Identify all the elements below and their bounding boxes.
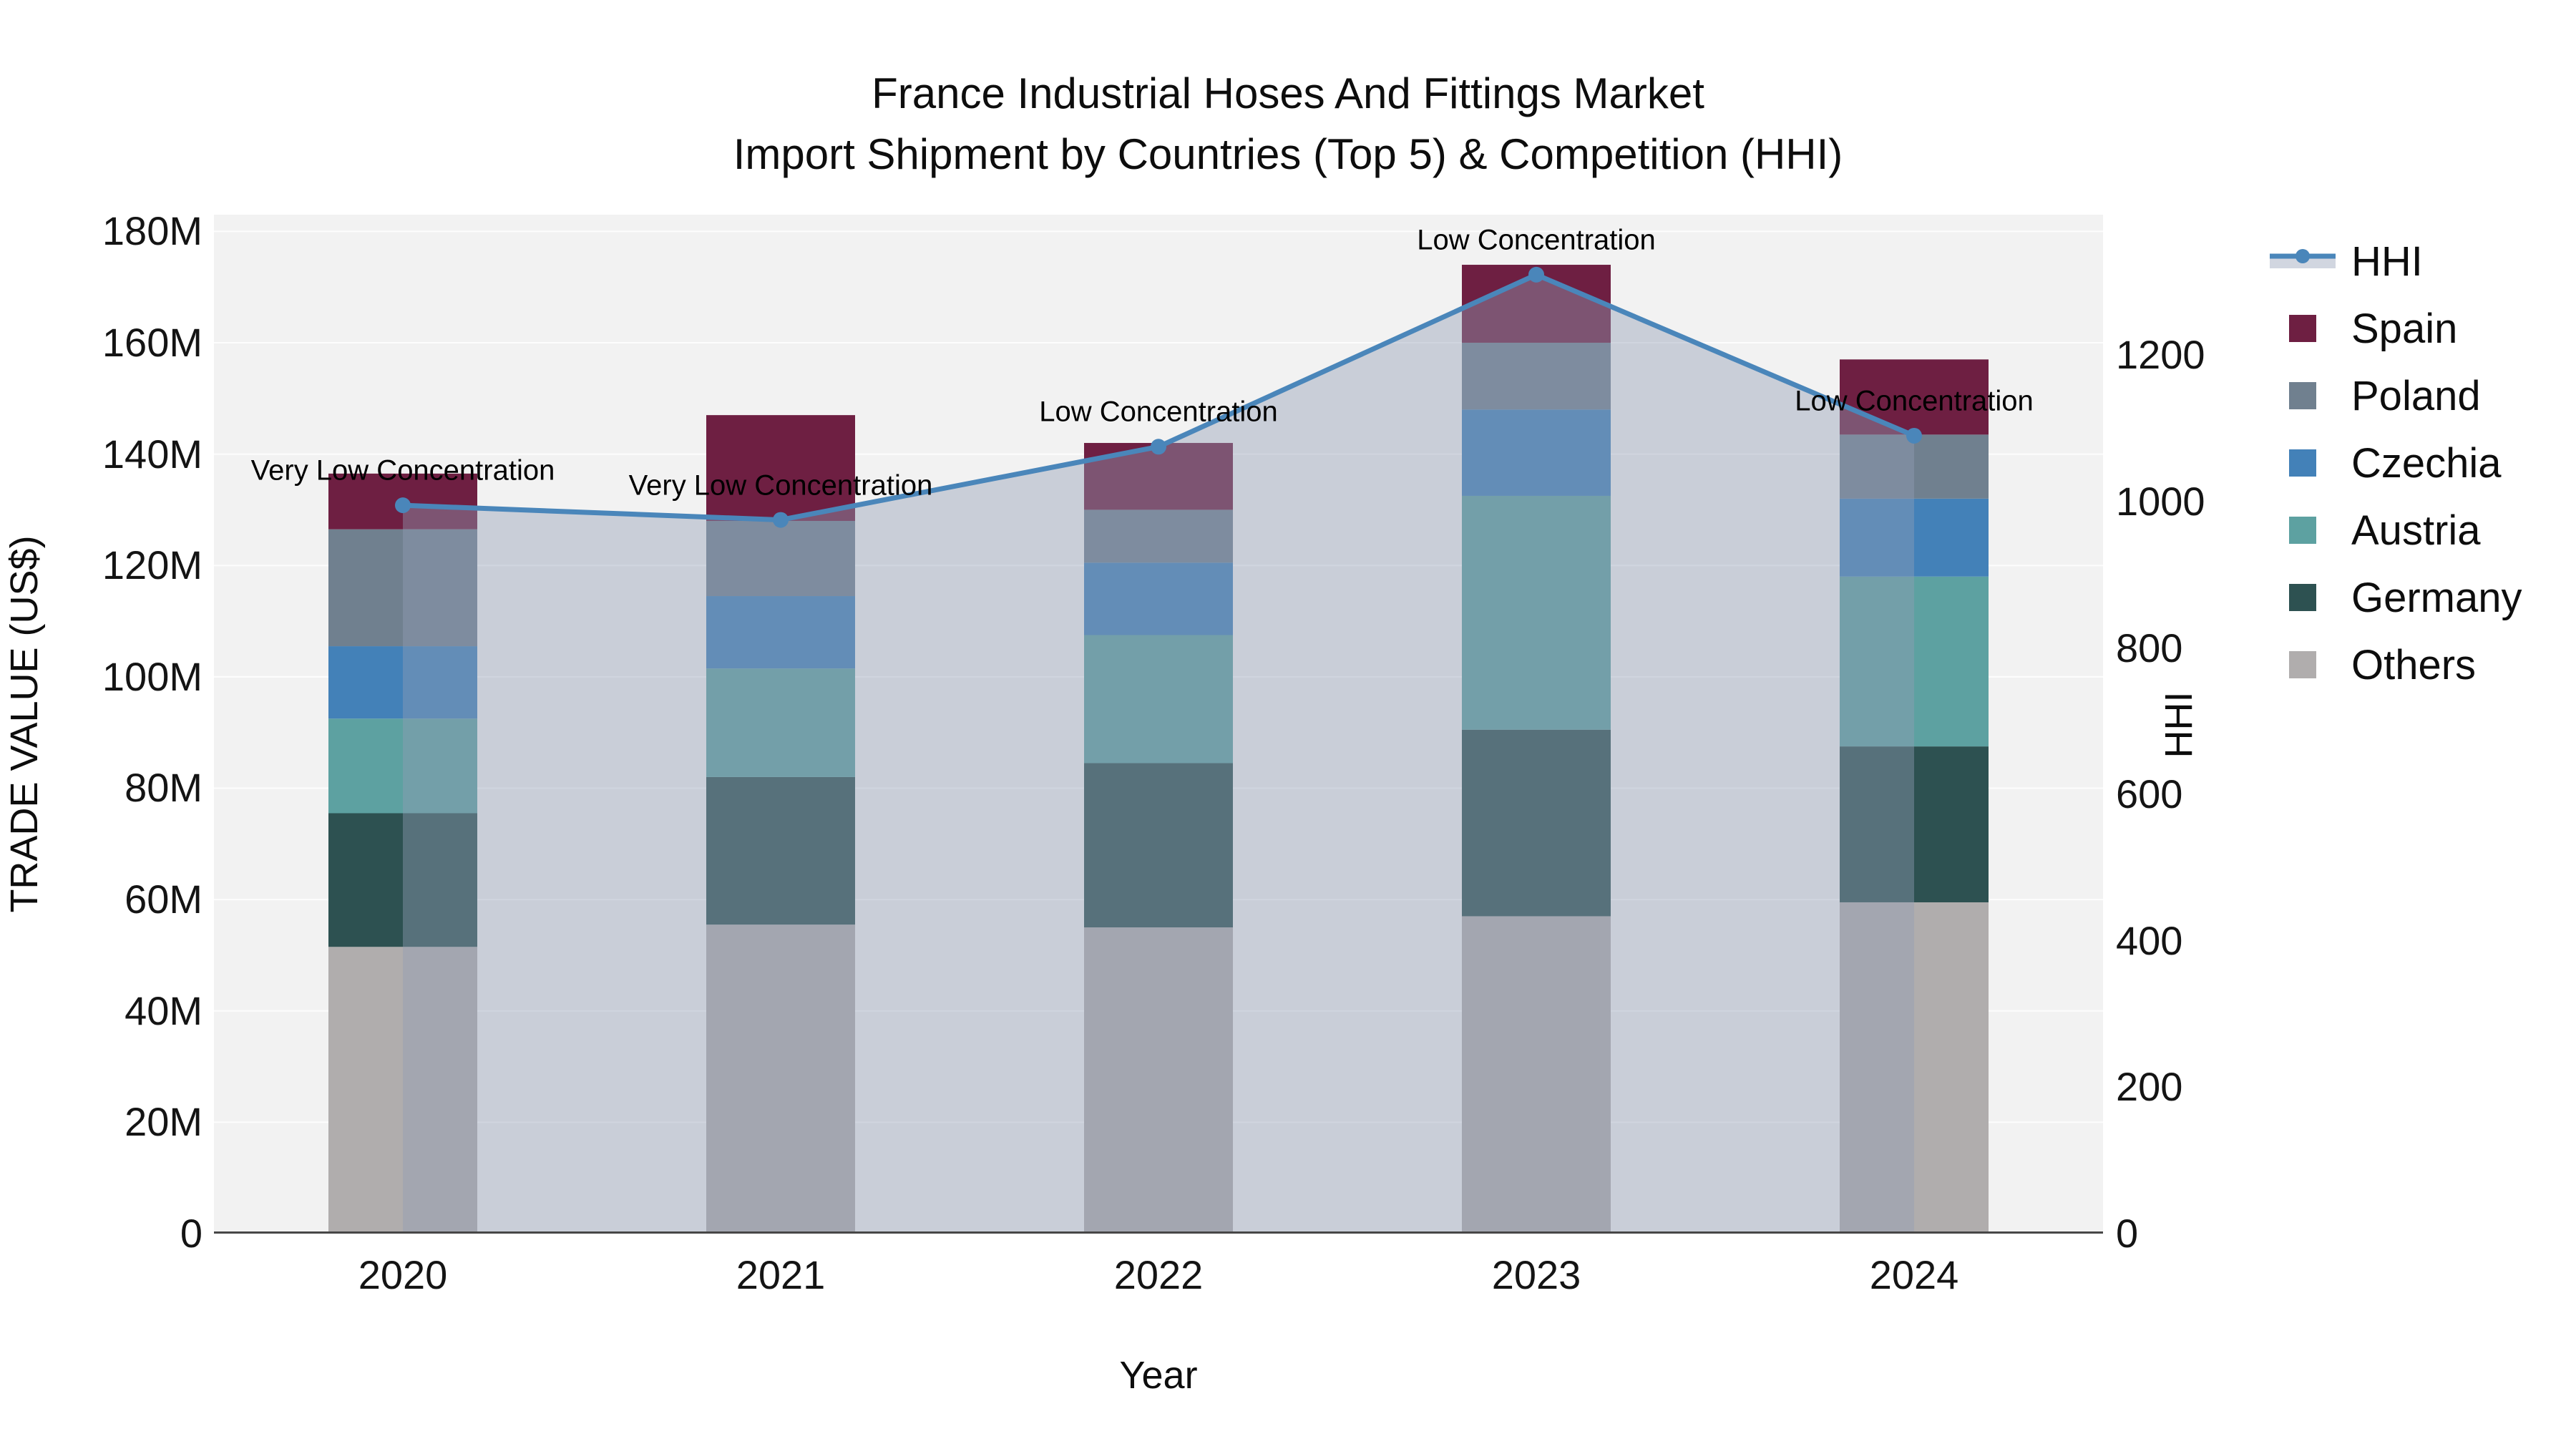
austria-swatch-icon: [2270, 514, 2336, 546]
bar-segment-poland-2024: [1840, 434, 1989, 499]
hhi-marker-2022: [1151, 439, 1166, 455]
others-swatch-icon: [2270, 649, 2336, 680]
y-right-tick-400: 400: [2116, 917, 2183, 963]
y-right-tick-1200: 1200: [2116, 332, 2205, 378]
y-left-tick-20M: 20M: [125, 1099, 203, 1145]
annotation-2023: Low Concentration: [1417, 224, 1656, 256]
y-right-tick-200: 200: [2116, 1064, 2183, 1110]
bar-segment-austria-2022: [1084, 635, 1233, 763]
legend-item-poland[interactable]: Poland: [2270, 362, 2522, 429]
bar-segment-czechia-2020: [328, 646, 477, 719]
bar-segment-germany-2021: [706, 776, 855, 925]
x-tick-2023: 2023: [1491, 1252, 1581, 1297]
legend-item-hhi[interactable]: HHI: [2270, 228, 2522, 295]
bar-segment-spain-2024: [1840, 359, 1989, 435]
y-left-tick-100M: 100M: [102, 653, 203, 699]
x-axis-title: Year: [1119, 1354, 1198, 1397]
y-left-tick-180M: 180M: [102, 208, 203, 254]
chart-title-line1: France Industrial Hoses And Fittings Mar…: [872, 69, 1704, 117]
poland-swatch-icon: [2270, 380, 2336, 411]
bar-segment-others-2020: [328, 947, 477, 1234]
bar-segment-czechia-2022: [1084, 562, 1233, 635]
x-tick-2021: 2021: [736, 1252, 826, 1297]
x-tick-2024: 2024: [1869, 1252, 1959, 1297]
austria-color-swatch: [2289, 517, 2316, 544]
legend: HHI Spain Poland Czechia Austria Germany Other…: [2270, 228, 2522, 698]
bar-segment-poland-2022: [1084, 509, 1233, 563]
hhi-marker-2024: [1906, 427, 1922, 444]
annotation-2021: Very Low Concentration: [628, 469, 933, 502]
legend-label: Austria: [2351, 507, 2481, 554]
y-left-tick-60M: 60M: [125, 877, 203, 922]
others-color-swatch: [2289, 651, 2316, 678]
bar-segment-poland-2023: [1462, 342, 1611, 410]
bar-segment-germany-2020: [328, 813, 477, 947]
bar-segment-poland-2020: [328, 529, 477, 647]
x-tick-2020: 2020: [358, 1252, 448, 1297]
bar-segment-austria-2023: [1462, 495, 1611, 730]
legend-label: Others: [2351, 641, 2477, 688]
y-left-tick-80M: 80M: [125, 765, 203, 811]
y-axis-title-right: HHI: [2157, 691, 2200, 758]
legend-item-others[interactable]: Others: [2270, 631, 2522, 698]
y-right-tick-600: 600: [2116, 771, 2183, 817]
y-right-tick-1000: 1000: [2116, 479, 2205, 524]
legend-label: Czechia: [2351, 439, 2502, 487]
y-left-tick-120M: 120M: [102, 542, 203, 588]
czechia-swatch-icon: [2270, 447, 2336, 479]
hhi-marker-2023: [1528, 266, 1544, 283]
annotation-2024: Low Concentration: [1795, 385, 2034, 417]
y-left-tick-40M: 40M: [125, 987, 203, 1033]
hhi-sample-graphic: [2270, 249, 2336, 268]
chart-title: France Industrial Hoses And Fittings Mar…: [0, 63, 2576, 185]
bar-segment-germany-2024: [1840, 746, 1989, 903]
legend-item-spain[interactable]: Spain: [2270, 295, 2522, 362]
legend-label: Poland: [2351, 372, 2481, 419]
spain-color-swatch: [2289, 315, 2316, 342]
annotation-2020: Very Low Concentration: [250, 454, 555, 487]
legend-item-germany[interactable]: Germany: [2270, 564, 2522, 631]
bar-segment-czechia-2021: [706, 596, 855, 669]
legend-item-czechia[interactable]: Czechia: [2270, 429, 2522, 497]
legend-label: Germany: [2351, 574, 2522, 621]
chart-canvas: [214, 230, 2103, 1234]
y-axis-title-left: TRADE VALUE (US$): [3, 535, 46, 913]
bar-segment-czechia-2024: [1840, 498, 1989, 577]
bar-segment-others-2021: [706, 924, 855, 1234]
poland-color-swatch: [2289, 382, 2316, 409]
y-left-tick-0: 0: [180, 1211, 203, 1256]
bar-segment-czechia-2023: [1462, 409, 1611, 496]
bar-segment-germany-2023: [1462, 729, 1611, 917]
y-right-tick-800: 800: [2116, 625, 2183, 670]
hhi-marker-2020: [395, 497, 411, 514]
bar-segment-austria-2024: [1840, 576, 1989, 747]
bar-segment-poland-2021: [706, 520, 855, 597]
y-left-tick-140M: 140M: [102, 431, 203, 477]
annotation-2022: Low Concentration: [1039, 396, 1278, 428]
bar-segment-others-2023: [1462, 916, 1611, 1234]
germany-swatch-icon: [2270, 582, 2336, 613]
legend-label: Spain: [2351, 305, 2458, 352]
chart-title-line2: Import Shipment by Countries (Top 5) & C…: [733, 130, 1843, 178]
bar-segment-austria-2021: [706, 668, 855, 777]
bar-segment-others-2024: [1840, 902, 1989, 1234]
hhi-area-fill: [403, 274, 1914, 1234]
bar-segment-others-2022: [1084, 927, 1233, 1234]
bar-segment-spain-2021: [706, 415, 855, 521]
bar-segment-germany-2022: [1084, 763, 1233, 928]
spain-swatch-icon: [2270, 313, 2336, 344]
x-tick-2022: 2022: [1113, 1252, 1204, 1297]
bar-segment-austria-2020: [328, 718, 477, 814]
legend-label: HHI: [2351, 238, 2423, 285]
y-left-tick-160M: 160M: [102, 319, 203, 365]
hhi-line-icon: [2270, 245, 2336, 277]
plot-area: [214, 215, 2103, 1234]
y-right-tick-0: 0: [2116, 1211, 2139, 1256]
czechia-color-swatch: [2289, 449, 2316, 477]
germany-color-swatch: [2289, 584, 2316, 611]
legend-item-austria[interactable]: Austria: [2270, 497, 2522, 564]
hhi-marker-2021: [773, 512, 789, 528]
